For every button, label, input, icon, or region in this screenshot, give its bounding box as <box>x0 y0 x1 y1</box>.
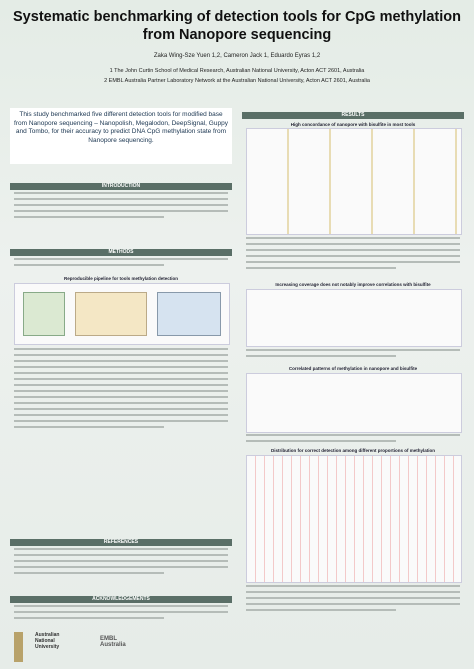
text-line <box>246 603 460 605</box>
pipeline-diagram <box>14 283 230 345</box>
text-line <box>246 249 460 251</box>
figure <box>246 289 462 347</box>
affiliation: 1 The John Curtin School of Medical Rese… <box>109 68 365 74</box>
text-line <box>14 216 164 218</box>
text-line <box>246 609 396 611</box>
figure-caption: Correlated patterns of methylation in na… <box>288 366 418 371</box>
affiliation: 2 EMBL Australia Partner Laboratory Netw… <box>104 78 370 84</box>
text-line <box>246 243 460 245</box>
text-line <box>246 355 396 357</box>
text-line <box>246 255 460 257</box>
title: Systematic benchmarking of detection too… <box>13 9 461 43</box>
text-line <box>14 348 228 350</box>
text-line <box>14 354 228 356</box>
text-line <box>14 414 228 416</box>
summary: This study benchmarked five different de… <box>10 108 232 164</box>
text-line <box>14 426 164 428</box>
text-line <box>246 261 460 263</box>
text-line <box>246 591 460 593</box>
text-line <box>14 548 228 550</box>
figure-caption: Distribution for correct detection among… <box>270 448 435 453</box>
logo: Australian National University <box>14 632 64 662</box>
text-line <box>14 396 228 398</box>
text-line <box>14 360 228 362</box>
text-line <box>14 617 164 619</box>
text-line <box>14 210 228 212</box>
text-line <box>14 611 228 613</box>
text-line <box>246 237 460 239</box>
text-line <box>246 597 460 599</box>
text-line <box>14 402 228 404</box>
figure-caption: High concordance of nanopore with bisulf… <box>290 122 416 127</box>
figure-caption: Increasing coverage does not notably imp… <box>275 282 431 287</box>
section-header: METHODS <box>10 249 232 256</box>
figure <box>246 455 462 583</box>
section-header: INTRODUCTION <box>10 183 232 190</box>
text-line <box>14 204 228 206</box>
text-line <box>246 349 460 351</box>
text-line <box>14 420 228 422</box>
text-line <box>246 440 396 442</box>
text-line <box>14 390 228 392</box>
text-line <box>14 264 164 266</box>
section-header: ACKNOWLEDGEMENTS <box>10 596 232 603</box>
text-line <box>14 366 228 368</box>
text-line <box>14 192 228 194</box>
diagram-box <box>157 292 221 336</box>
text-line <box>14 384 228 386</box>
text-line <box>14 572 164 574</box>
text-line <box>14 378 228 380</box>
text-line <box>246 434 460 436</box>
diagram-box <box>23 292 65 336</box>
figure <box>246 128 462 235</box>
logo: EMBL Australia <box>100 636 126 648</box>
section-header: RESULTS <box>242 112 464 119</box>
section-header: REFERENCES <box>10 539 232 546</box>
authors: Zaka Wing-Sze Yuen 1,2, Cameron Jack 1, … <box>153 53 321 59</box>
text-line <box>14 554 228 556</box>
text-line <box>14 198 228 200</box>
text-line <box>246 585 460 587</box>
figure-caption: Reproducible pipeline for tools methylat… <box>63 276 178 281</box>
diagram-box <box>75 292 147 336</box>
text-line <box>14 560 228 562</box>
text-line <box>246 267 396 269</box>
text-line <box>14 408 228 410</box>
text-line <box>14 605 228 607</box>
figure <box>246 373 462 433</box>
text-line <box>14 258 228 260</box>
text-line <box>14 566 228 568</box>
text-line <box>14 372 228 374</box>
